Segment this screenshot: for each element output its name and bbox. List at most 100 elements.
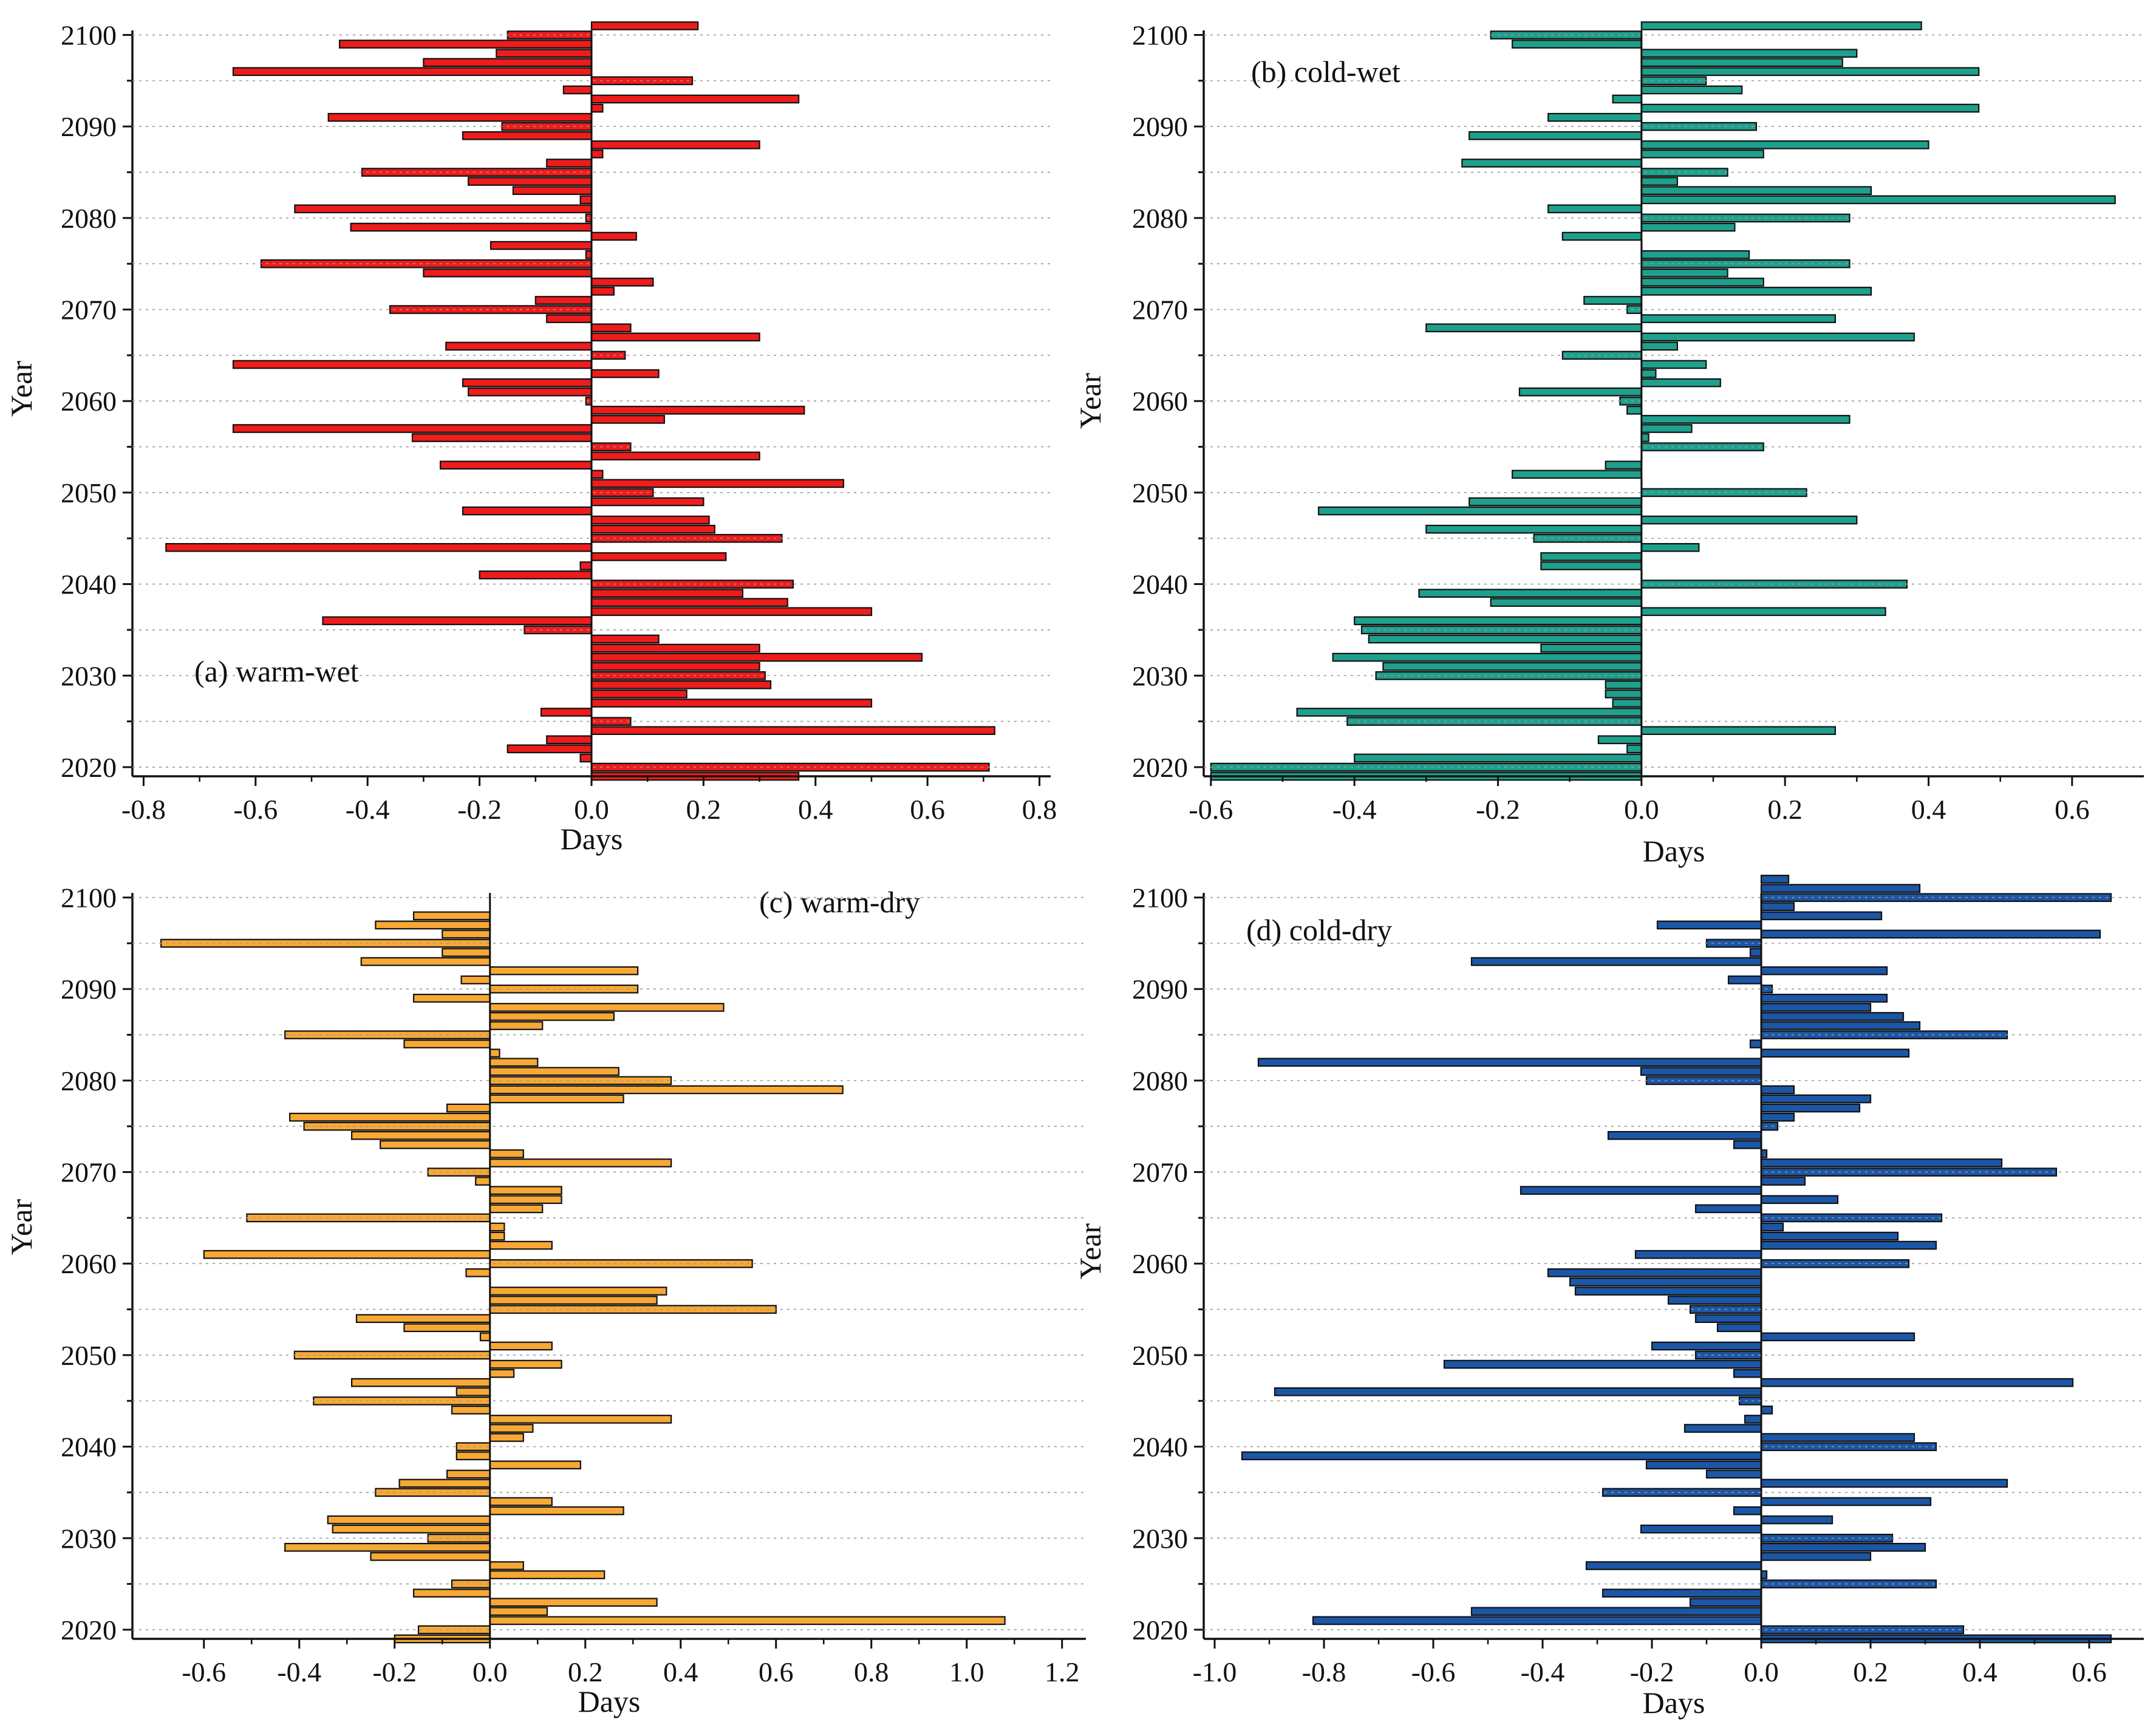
bar-2088: [590, 140, 760, 149]
bar-2097: [423, 58, 593, 67]
panel-label: (a) warm-wet: [194, 654, 359, 688]
bar-2069: [475, 1177, 491, 1186]
bar-2082: [489, 1058, 539, 1067]
x-tick-label: -1.0: [1193, 1656, 1237, 1687]
bar-2034: [590, 634, 660, 644]
bar-2023: [1597, 735, 1642, 745]
bar-2059: [465, 1268, 491, 1277]
bar-2073: [380, 1140, 491, 1149]
y-tick-label: 2030: [1132, 1523, 1188, 1554]
chart-panel-3: -0.6 -0.4 -0.2 0.0 0.2 0.4 0.6 0.8 1.0 1.2 2020 203…: [4, 883, 1086, 1718]
bar-2074: [350, 1130, 491, 1140]
bar-2091: [327, 112, 593, 122]
bar-2083: [489, 1048, 500, 1058]
bar-2088: [1760, 1003, 1872, 1012]
bar-2021: [1312, 1616, 1762, 1625]
x-tick-label: -0.4: [277, 1656, 321, 1687]
y-tick-label: 2040: [61, 569, 117, 600]
bar-2098: [1640, 49, 1858, 58]
bar-2066: [489, 1204, 544, 1214]
bar-2039: [590, 589, 743, 598]
bar-2051: [590, 479, 844, 488]
bar-2042: [579, 561, 593, 570]
bar-2059: [1626, 405, 1642, 415]
x-tick-label: 0.4: [1962, 1656, 1997, 1687]
bar-2048: [1733, 1369, 1762, 1378]
bar-2038: [590, 598, 788, 607]
x-axis-title: Days: [578, 1684, 641, 1718]
bar-2048: [489, 1369, 515, 1378]
bar-2041: [479, 570, 593, 579]
bar-2086: [1461, 159, 1642, 168]
bar-2064: [232, 360, 593, 369]
x-tick-label: 1.2: [1045, 1656, 1080, 1687]
bar-2044: [1640, 542, 1700, 552]
x-tick-label: -0.2: [1630, 1656, 1674, 1687]
bar-2066: [445, 341, 593, 351]
bar-2063: [590, 369, 660, 378]
bar-2078: [590, 231, 637, 241]
y-tick-label: 2050: [61, 1340, 117, 1371]
bar-2067: [1640, 332, 1915, 342]
bar-2071: [489, 1158, 672, 1167]
bar-2064: [1640, 360, 1707, 369]
bar-2102: [1760, 875, 1790, 884]
bar-2077: [490, 241, 593, 250]
bar-2067: [489, 1195, 562, 1205]
y-tick-label: 2100: [1132, 20, 1188, 51]
bar-2067: [590, 332, 760, 342]
bar-2032: [1332, 652, 1642, 662]
bar-2036: [1760, 1478, 2008, 1488]
x-tick-label: 0.2: [1853, 1656, 1888, 1687]
bar-2092: [1760, 966, 1888, 976]
bar-2049: [1469, 497, 1642, 507]
bar-2037: [590, 607, 873, 617]
y-tick-label: 2020: [61, 752, 117, 783]
bar-2079: [1760, 1085, 1795, 1095]
x-axis-title: Days: [561, 822, 623, 856]
bar-2096: [1760, 929, 2101, 939]
bar-2057: [232, 424, 593, 433]
bar-2094: [1749, 948, 1762, 957]
bar-2097: [1656, 920, 1762, 930]
bar-2026: [489, 1570, 606, 1579]
x-tick-label: -0.4: [1332, 794, 1377, 825]
bar-2073: [590, 278, 654, 287]
bar-2092: [590, 103, 604, 113]
bar-2053: [403, 1323, 491, 1332]
x-tick-label: 0.0: [472, 1656, 508, 1687]
bar-2083: [1640, 186, 1872, 195]
y-tick-label: 2060: [61, 1248, 117, 1279]
bar-2047: [1760, 1378, 2074, 1387]
bar-2039: [1241, 1451, 1762, 1460]
bar-2052: [590, 470, 604, 479]
bar-2021: [579, 753, 593, 763]
bar-2079: [489, 1085, 844, 1095]
bar-2066: [1640, 341, 1679, 351]
bar-2037: [1705, 1469, 1762, 1479]
x-tick-label: -0.6: [233, 794, 278, 825]
bar-2056: [411, 433, 593, 442]
bar-2037: [446, 1469, 491, 1479]
bar-2056: [489, 1296, 658, 1305]
bar-2038: [1645, 1460, 1762, 1469]
bar-2041: [1760, 1433, 1915, 1442]
x-tick-label: 0.4: [663, 1656, 698, 1687]
y-tick-label: 2050: [1132, 477, 1188, 508]
bar-2036: [322, 616, 593, 626]
bar-2030: [1375, 671, 1642, 680]
bar-2062: [1760, 1240, 1937, 1250]
bar-2031: [590, 661, 760, 671]
chart-panel-4: -1.0 -0.8 -0.6 -0.4 -0.2 0.0 0.2 0.4 0.6 2020 2030…: [1073, 875, 2144, 1720]
bar-2086: [546, 159, 593, 168]
bar-2068: [1425, 323, 1642, 332]
bar-2047: [350, 1378, 491, 1387]
bar-2063: [1760, 1231, 1899, 1241]
bar-2043: [1744, 1415, 1762, 1424]
bar-2076: [289, 1112, 491, 1122]
y-tick-label: 2040: [1132, 1432, 1188, 1463]
bar-2027: [1585, 1561, 1762, 1570]
bar-2033: [489, 1506, 624, 1516]
bar-2064: [1760, 1222, 1784, 1232]
y-tick-label: 2030: [61, 660, 117, 691]
